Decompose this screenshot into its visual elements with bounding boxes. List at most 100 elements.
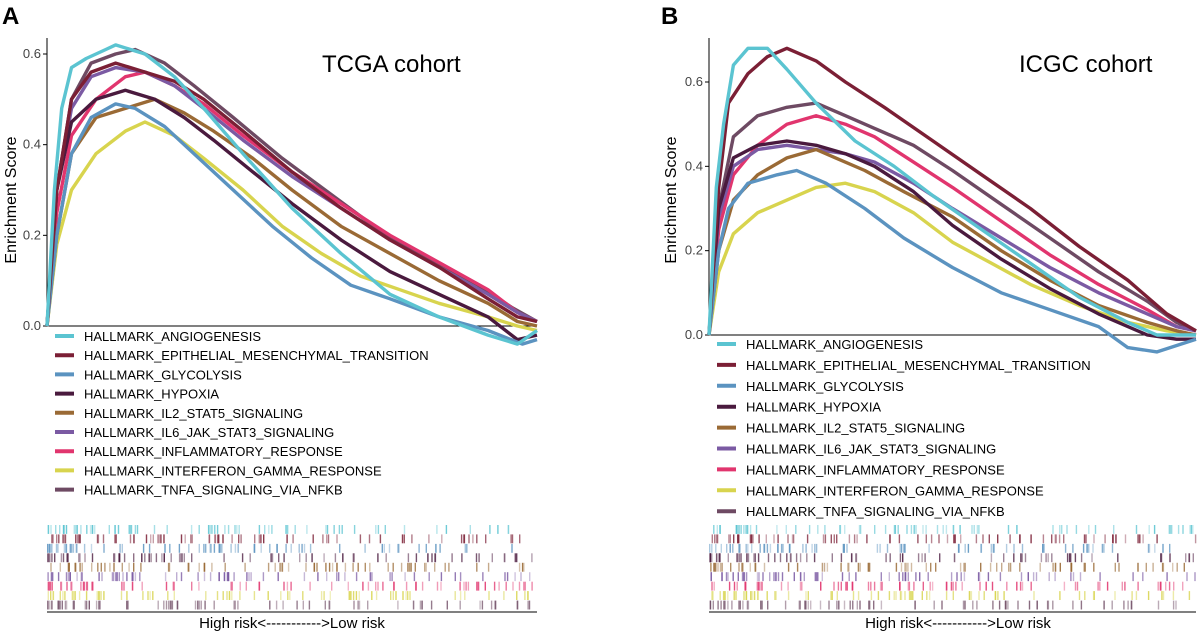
barcode-tick bbox=[822, 534, 825, 544]
barcode-tick bbox=[711, 553, 713, 563]
barcode-tick bbox=[524, 591, 526, 600]
barcode-tick bbox=[436, 525, 438, 534]
barcode-tick bbox=[74, 591, 76, 600]
barcode-tick bbox=[715, 562, 717, 572]
barcode-tick bbox=[165, 600, 168, 610]
barcode-tick bbox=[234, 600, 236, 610]
barcode-tick bbox=[806, 553, 808, 563]
barcode-tick bbox=[305, 562, 307, 572]
barcode-tick bbox=[68, 562, 70, 572]
barcode-tick bbox=[870, 581, 872, 591]
barcode-tick bbox=[1028, 600, 1031, 610]
barcode-tick bbox=[739, 543, 741, 553]
barcode-tick bbox=[476, 562, 478, 572]
barcode-tick bbox=[839, 525, 842, 534]
barcode-tick bbox=[1063, 534, 1065, 544]
barcode-tick bbox=[751, 543, 753, 553]
barcode-tick bbox=[759, 543, 761, 553]
legend-label: HALLMARK_INFLAMMATORY_RESPONSE bbox=[84, 444, 343, 459]
barcode-tick bbox=[411, 534, 413, 544]
barcode-tick bbox=[523, 581, 525, 591]
barcode-tick bbox=[820, 581, 822, 591]
barcode-tick bbox=[375, 525, 377, 534]
barcode-tick bbox=[283, 553, 285, 563]
barcode-tick bbox=[844, 525, 846, 534]
barcode-tick bbox=[155, 553, 158, 563]
barcode-tick bbox=[131, 581, 134, 591]
barcode-tick bbox=[112, 572, 115, 582]
barcode-tick bbox=[397, 543, 399, 553]
barcode-tick bbox=[715, 553, 718, 563]
barcode-tick bbox=[1042, 543, 1044, 553]
barcode-tick bbox=[51, 553, 53, 563]
barcode-tick bbox=[1052, 600, 1054, 610]
barcode-tick bbox=[52, 534, 54, 544]
barcode-tick bbox=[336, 562, 338, 572]
barcode-tick bbox=[732, 543, 734, 553]
barcode-tick bbox=[459, 591, 462, 600]
barcode-tick bbox=[711, 581, 713, 591]
barcode-tick bbox=[141, 581, 143, 591]
barcode-tick bbox=[856, 600, 858, 610]
barcode-tick bbox=[78, 591, 81, 600]
barcode-tick bbox=[970, 591, 973, 600]
ytick-label: 0.4 bbox=[23, 137, 41, 152]
es-curve bbox=[45, 120, 538, 333]
barcode-tick bbox=[62, 534, 64, 544]
barcode-tick bbox=[738, 553, 740, 563]
barcode-tick bbox=[514, 572, 516, 582]
barcode-tick bbox=[76, 572, 78, 582]
barcode-tick bbox=[57, 543, 59, 553]
barcode-tick bbox=[129, 525, 131, 534]
barcode-tick bbox=[1124, 534, 1127, 544]
panel-a-legend: HALLMARK_ANGIOGENESIS HALLMARK_EPITHELIAL… bbox=[55, 329, 429, 498]
barcode-tick bbox=[807, 591, 809, 600]
barcode-tick bbox=[341, 525, 343, 534]
barcode-tick bbox=[78, 553, 80, 563]
barcode-tick bbox=[402, 591, 404, 600]
barcode-tick bbox=[493, 600, 496, 610]
barcode-tick bbox=[938, 534, 940, 544]
panel-a: A TCGA cohort Enrichment Score 0.0 0.2 0.4… bbox=[2, 3, 538, 632]
barcode-tick bbox=[173, 581, 175, 591]
barcode-tick bbox=[383, 543, 385, 553]
barcode-tick bbox=[390, 591, 392, 600]
barcode-tick bbox=[781, 572, 784, 582]
barcode-tick bbox=[963, 562, 965, 572]
barcode-tick bbox=[454, 572, 456, 582]
barcode-tick bbox=[910, 562, 913, 572]
barcode-tick bbox=[746, 553, 748, 563]
barcode-tick bbox=[311, 553, 313, 563]
barcode-tick bbox=[246, 572, 248, 582]
barcode-tick bbox=[960, 534, 962, 544]
barcode-tick bbox=[804, 600, 806, 610]
barcode-tick bbox=[914, 600, 916, 610]
barcode-tick bbox=[478, 553, 480, 563]
barcode-tick bbox=[405, 581, 408, 591]
barcode-tick bbox=[316, 562, 318, 572]
barcode-tick bbox=[83, 543, 86, 553]
barcode-tick bbox=[790, 553, 792, 563]
barcode-tick bbox=[1127, 600, 1129, 610]
barcode-tick bbox=[336, 534, 338, 544]
barcode-tick bbox=[114, 553, 116, 563]
legend-label: HALLMARK_HYPOXIA bbox=[746, 400, 881, 415]
barcode-tick bbox=[964, 562, 966, 572]
barcode-tick bbox=[939, 553, 941, 563]
barcode-tick bbox=[824, 534, 827, 544]
barcode-tick bbox=[1059, 525, 1061, 534]
barcode-tick bbox=[802, 543, 804, 553]
barcode-tick bbox=[1005, 543, 1008, 553]
barcode-tick bbox=[465, 581, 467, 591]
barcode-tick bbox=[736, 553, 738, 563]
barcode-tick bbox=[879, 581, 882, 591]
barcode-tick bbox=[796, 562, 799, 572]
barcode-tick bbox=[1047, 553, 1049, 563]
barcode-tick bbox=[65, 543, 68, 553]
barcode-tick bbox=[364, 562, 366, 572]
barcode-tick bbox=[945, 525, 948, 534]
barcode-tick bbox=[941, 600, 943, 610]
barcode-tick bbox=[1172, 562, 1174, 572]
barcode-tick bbox=[713, 562, 715, 572]
barcode-tick bbox=[747, 525, 749, 534]
